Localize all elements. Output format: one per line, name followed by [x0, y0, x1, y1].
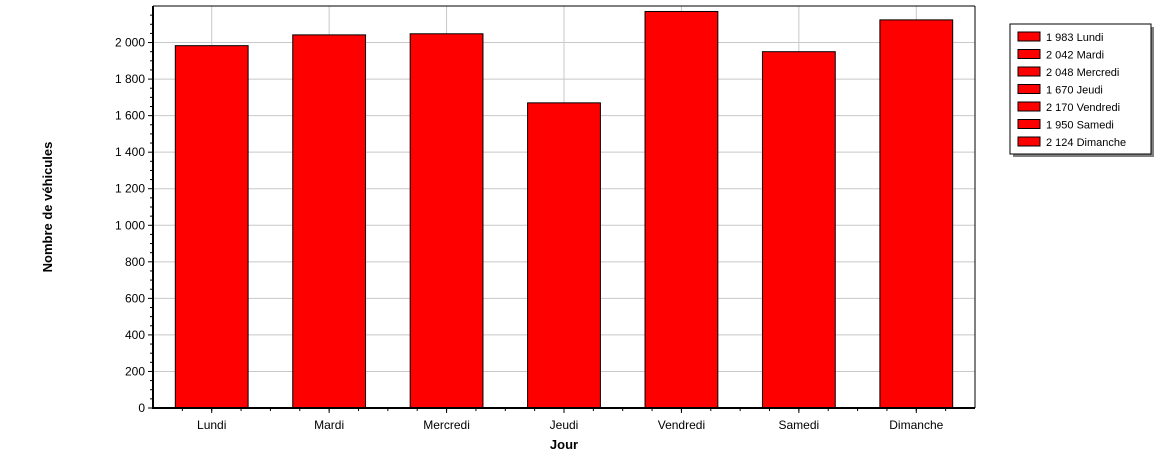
- legend-label: 1 983 Lundi: [1046, 32, 1104, 44]
- legend-swatch: [1017, 31, 1041, 42]
- y-tick-labels: 0 200 400 600 800 1 000 1 200 1 400 1 600 1 800 2 …: [115, 36, 145, 415]
- legend-label: 2 124 Dimanche: [1046, 137, 1126, 149]
- y-tick-label: 1 000: [115, 218, 145, 232]
- axes: [148, 5, 976, 413]
- legend-swatch: [1017, 84, 1041, 94]
- legend-items: 1 983 Lundi 2 042 Mardi 2 048 Mercredi 1 67…: [1017, 31, 1126, 149]
- legend-label: 1 670 Jeudi: [1046, 85, 1103, 97]
- bar-dimanche: [879, 19, 954, 409]
- x-tick-label: Lundi: [197, 418, 226, 432]
- x-tick-label: Jeudi: [550, 418, 579, 432]
- bar-samedi: [761, 51, 836, 409]
- legend-label: 2 170 Vendredi: [1046, 102, 1120, 114]
- legend-swatch: [1017, 136, 1041, 147]
- y-tick-label: 1 400: [115, 145, 145, 159]
- x-tick-label: Vendredi: [658, 418, 705, 432]
- y-tick-label: 1 200: [115, 182, 145, 196]
- y-tick-label: 1 800: [115, 72, 145, 86]
- legend-swatch: [1017, 49, 1041, 59]
- x-tick-label: Mardi: [314, 418, 344, 432]
- x-tick-label: Mercredi: [423, 418, 470, 432]
- legend-label: 1 950 Samedi: [1046, 120, 1114, 132]
- y-tick-label: 600: [125, 291, 145, 305]
- y-tick-label: 200: [125, 364, 145, 378]
- bar-lundi: [174, 45, 249, 409]
- y-tick-label: 800: [125, 255, 145, 269]
- y-tick-label: 0: [138, 401, 145, 415]
- bars: [174, 10, 954, 409]
- x-tick-label: Dimanche: [889, 418, 943, 432]
- legend: 1 983 Lundi 2 042 Mardi 2 048 Mercredi 1 67…: [1009, 23, 1154, 157]
- legend-swatch: [1017, 119, 1041, 129]
- bar-vendredi: [644, 10, 719, 409]
- y-axis-title: Nombre de véhicules: [40, 142, 55, 273]
- bar-mercredi: [409, 33, 484, 409]
- bar-jeudi: [527, 102, 601, 409]
- x-axis-title: Jour: [550, 437, 578, 452]
- y-tick-label: 2 000: [115, 36, 145, 50]
- x-tick-label: Samedi: [779, 418, 820, 432]
- x-tick-labels: Lundi Mardi Mercredi Jeudi Vendredi Samedi Dim…: [197, 418, 944, 432]
- y-tick-label: 1 600: [115, 109, 145, 123]
- y-tick-label: 400: [125, 328, 145, 342]
- legend-label: 2 048 Mercredi: [1046, 67, 1119, 79]
- legend-swatch: [1017, 101, 1041, 112]
- bar-mardi: [292, 34, 367, 409]
- legend-box: [1009, 23, 1152, 155]
- legend-label: 2 042 Mardi: [1046, 50, 1104, 62]
- legend-swatch: [1017, 66, 1041, 77]
